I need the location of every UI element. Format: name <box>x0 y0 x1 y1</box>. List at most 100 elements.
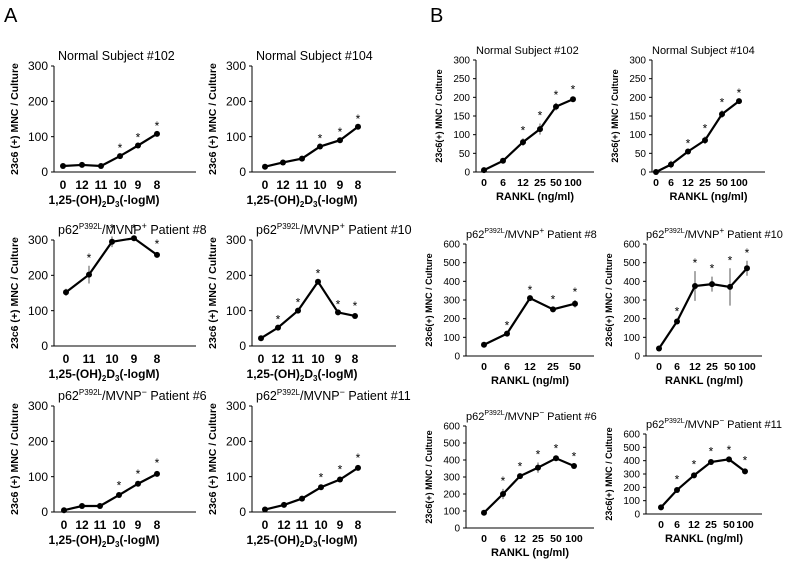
x-tick-label: 50 <box>716 177 728 189</box>
data-point <box>315 278 321 285</box>
series-line <box>62 132 158 168</box>
y-tick-label: 200 <box>28 269 48 283</box>
data-point <box>258 335 264 342</box>
data-point <box>685 148 691 155</box>
significance-star: * <box>316 267 321 281</box>
data-point <box>98 162 104 169</box>
significance-star: * <box>692 458 697 472</box>
y-tick-label: 200 <box>226 95 246 109</box>
x-label-part: (-logM) <box>119 193 159 207</box>
y-tick-label: 100 <box>623 333 640 344</box>
data-point <box>674 487 680 493</box>
data-point <box>550 306 556 313</box>
y-tick-label: 300 <box>453 56 470 67</box>
title-part: p62 <box>466 229 484 241</box>
title-sup: − <box>142 387 147 397</box>
significance-star: * <box>675 305 680 319</box>
significance-star: * <box>501 474 506 488</box>
series-line <box>483 98 574 172</box>
x-tick-label: 100 <box>738 361 756 373</box>
y-axis-label: 23c6(+) MNC / Culture <box>424 253 434 346</box>
significance-star: * <box>675 472 680 486</box>
chart-title: p62P392L/MVNP− Patient #11 <box>256 387 411 403</box>
x-tick-label: 12 <box>524 361 536 373</box>
data-point <box>658 504 664 511</box>
x-tick-label: 10 <box>314 518 328 532</box>
significance-star: * <box>745 246 750 260</box>
significance-star: * <box>554 88 559 102</box>
significance-star: * <box>117 478 122 492</box>
y-tick-label: 100 <box>453 130 470 141</box>
y-tick-label: 100 <box>226 470 246 484</box>
y-tick-label: 200 <box>28 95 48 109</box>
chart-title: Normal Subject #102 <box>476 45 579 57</box>
x-tick-label: 9 <box>131 352 138 366</box>
data-point <box>337 137 343 144</box>
y-tick-label: 300 <box>226 59 246 73</box>
y-tick-label: 0 <box>454 524 460 535</box>
y-tick-label: 300 <box>443 296 460 307</box>
y-tick-label: 150 <box>453 112 470 123</box>
y-tick-label: 100 <box>226 304 246 318</box>
x-axis-label: 1,25-(OH)2D3(-logM) <box>49 533 160 549</box>
chart-title: Normal Subject #104 <box>652 45 755 57</box>
y-tick-label: 200 <box>28 435 48 449</box>
x-label-part: 1,25-(OH) <box>247 193 300 207</box>
x-tick-label: 8 <box>154 178 161 192</box>
data-point <box>63 289 69 296</box>
x-tick-label: 9 <box>337 518 344 532</box>
x-tick-label: 50 <box>723 519 735 531</box>
x-tick-label: 0 <box>63 352 70 366</box>
chart-A6: 0 100 200 300 23c6 (+) MNC / Culture 0 12 11 10 9… <box>207 387 411 549</box>
series-line <box>483 296 576 346</box>
x-tick-label: 11 <box>296 178 309 192</box>
chart-title: p62P392L/MVNP− Patient #11 <box>646 416 782 431</box>
significance-star: * <box>136 131 141 145</box>
title-sup: P392L <box>484 228 504 235</box>
y-tick-label: 0 <box>634 352 640 363</box>
data-point <box>571 462 577 469</box>
data-point <box>97 502 103 509</box>
title-part: Patient #8 <box>544 229 597 241</box>
y-tick-label: 300 <box>226 399 246 413</box>
data-point <box>668 161 674 168</box>
significance-star: * <box>551 292 556 306</box>
y-tick-label: 100 <box>28 130 48 144</box>
significance-star: * <box>318 132 323 146</box>
data-point <box>481 509 487 516</box>
title-sup: P392L <box>484 410 504 417</box>
chart-title: p62P392L/MVNP− Patient #6 <box>466 408 597 423</box>
data-point <box>744 265 750 272</box>
y-tick-label: 200 <box>226 269 246 283</box>
significance-star: * <box>118 141 123 155</box>
x-tick-label: 12 <box>682 177 694 189</box>
title-sup: − <box>340 387 345 397</box>
series-line <box>264 125 359 168</box>
series-line <box>655 100 740 173</box>
x-tick-label: 12 <box>276 178 290 192</box>
y-tick-label: 400 <box>443 277 460 288</box>
title-part: p62 <box>466 411 484 423</box>
title-sup: + <box>142 221 147 231</box>
significance-star: * <box>110 221 115 235</box>
x-tick-label: 10 <box>113 178 127 192</box>
title-part: /MVNP <box>685 419 720 431</box>
y-tick-label: 200 <box>443 314 460 325</box>
x-tick-label: 100 <box>564 177 582 189</box>
x-tick-label: 50 <box>550 533 562 545</box>
y-tick-label: 50 <box>459 149 471 160</box>
significance-star: * <box>703 122 708 136</box>
y-tick-label: 300 <box>28 233 48 247</box>
data-point <box>674 318 680 325</box>
y-tick-label: 0 <box>41 505 48 519</box>
x-tick-label: 25 <box>706 361 718 373</box>
data-point <box>154 251 160 258</box>
data-point <box>355 123 361 130</box>
data-point <box>79 502 85 509</box>
significance-star: * <box>727 443 732 457</box>
x-tick-label: 9 <box>335 352 342 366</box>
x-tick-label: 8 <box>154 352 161 366</box>
x-label-part: (-logM) <box>317 533 357 547</box>
x-tick-label: 6 <box>500 177 506 189</box>
